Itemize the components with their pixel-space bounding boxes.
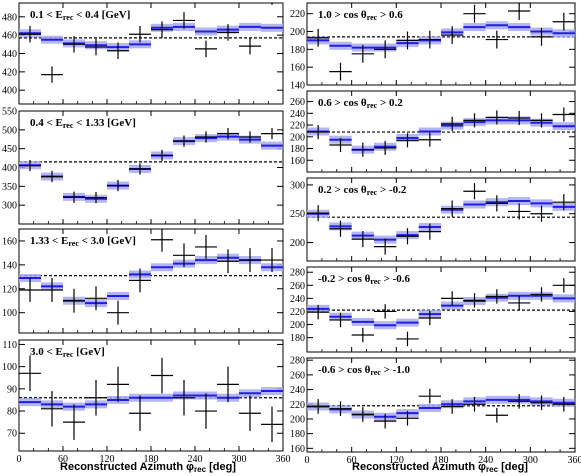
y-tick-label: 200 <box>290 320 305 331</box>
y-tick-label: 160 <box>290 63 305 74</box>
panel-title: 0.6 > cos θrec > 0.2 <box>318 97 403 110</box>
y-tick-label: 260 <box>290 97 305 108</box>
y-tick-label: 420 <box>2 67 17 78</box>
y-tick-label: 160 <box>290 156 305 167</box>
x-tick-label: 360 <box>276 454 291 465</box>
y-tick-label: 260 <box>290 281 305 292</box>
y-tick-label: 100 <box>2 362 17 373</box>
y-tick-label: 220 <box>290 400 305 411</box>
y-tick-label: 120 <box>2 284 17 295</box>
y-tick-label: 240 <box>290 385 305 396</box>
panel-title: 0.2 > cos θrec > -0.2 <box>318 184 407 197</box>
y-tick-label: 400 <box>2 86 17 97</box>
y-tick-label: 100 <box>2 308 17 319</box>
y-tick-label: 280 <box>290 268 305 279</box>
y-tick-label: 280 <box>290 356 305 367</box>
x-tick-label: 60 <box>347 455 357 466</box>
y-tick-label: 70 <box>7 429 17 440</box>
x-tick-label: 120 <box>389 455 404 466</box>
y-tick-label: 440 <box>2 49 17 60</box>
y-tick-label: 80 <box>7 407 17 418</box>
y-tick-label: 200 <box>290 132 305 143</box>
panel-title: 0.1 < Erec < 0.4 [GeV] <box>30 9 130 22</box>
x-tick-label: 180 <box>144 454 159 465</box>
y-tick-label: 550 <box>2 107 17 118</box>
x-tick-label: 240 <box>478 455 493 466</box>
y-tick-label: 110 <box>2 340 17 351</box>
y-tick-label: 200 <box>290 27 305 38</box>
x-tick-label: 240 <box>188 454 203 465</box>
panel-frame <box>306 177 576 262</box>
left-x-axis-label: Reconstructed Azimuth φrec [deg] <box>60 461 236 474</box>
x-tick-label: 180 <box>434 455 449 466</box>
y-tick-label: 350 <box>2 182 17 193</box>
y-tick-label: 250 <box>290 209 305 220</box>
y-tick-label: 140 <box>2 260 17 271</box>
y-tick-label: 180 <box>290 333 305 344</box>
y-tick-label: 460 <box>2 31 17 42</box>
y-tick-label: 180 <box>290 45 305 56</box>
chart-panel-8: 180 200 220 240 260 280 -0.2 > cos θrec > -0.6 <box>290 266 576 353</box>
y-tick-label: 300 <box>2 201 17 212</box>
x-tick-label: 120 <box>100 454 115 465</box>
panel-title: 1.0 > cos θrec > 0.6 <box>318 9 403 22</box>
panels-group: 400 420 440 460 480 0.1 < Erec < 0.4 [GeV] 300… <box>2 2 581 466</box>
x-tick-label: 60 <box>58 454 68 465</box>
y-tick-label: 180 <box>290 429 305 440</box>
panel-title: -0.2 > cos θrec > -0.6 <box>318 273 411 286</box>
panel-title: 3.0 < Erec [GeV] <box>30 346 105 359</box>
y-tick-label: 160 <box>290 444 305 455</box>
y-tick-label: 260 <box>290 370 305 381</box>
right-x-axis-label: Reconstructed Azimuth φrec [deg] <box>352 461 528 474</box>
chart-panel-5: 140 160 180 200 220 1.0 > cos θrec > 0.6 <box>290 2 576 92</box>
y-tick-label: 180 <box>290 144 305 155</box>
y-tick-label: 240 <box>290 294 305 305</box>
y-tick-label: 220 <box>290 121 305 132</box>
panel-title: 0.4 < Erec < 1.33 [GeV] <box>30 117 136 130</box>
y-tick-label: 200 <box>290 238 305 249</box>
y-tick-label: 220 <box>290 307 305 318</box>
y-tick-label: 240 <box>290 109 305 120</box>
y-tick-label: 450 <box>2 144 17 155</box>
chart-panel-4: 0 60 120 180 240 300 360 70 80 90 100 110 3.0 < Erec… <box>2 339 291 465</box>
panel-title: -0.6 > cos θrec > -1.0 <box>318 364 411 377</box>
chart-panel-3: 100 120 140 160 1.33 < Erec < 3.0 [GeV] <box>2 228 284 334</box>
y-tick-label: 140 <box>290 81 305 92</box>
y-tick-label: 300 <box>290 180 305 191</box>
y-tick-label: 220 <box>290 9 305 20</box>
y-tick-label: 160 <box>2 236 17 247</box>
x-tick-label: 300 <box>232 454 247 465</box>
chart-panel-7: 200 250 300 0.2 > cos θrec > -0.2 <box>290 177 576 262</box>
x-tick-label: 0 <box>17 454 22 465</box>
y-tick-label: 500 <box>2 125 17 136</box>
y-tick-label: 200 <box>290 414 305 425</box>
panel-frame <box>18 2 284 105</box>
x-tick-label: 300 <box>523 455 538 466</box>
x-tick-label: 360 <box>568 455 581 466</box>
y-tick-label: 90 <box>7 384 17 395</box>
panel-title: 1.33 < Erec < 3.0 [GeV] <box>30 235 136 248</box>
chart-panel-1: 400 420 440 460 480 0.1 < Erec < 0.4 [GeV] <box>2 2 284 105</box>
x-tick-label: 0 <box>305 455 310 466</box>
y-tick-label: 400 <box>2 163 17 174</box>
chart-panel-9: 0 60 120 180 240 300 360 160 180 200 220 240 260 280 -… <box>290 356 581 466</box>
y-tick-label: 480 <box>2 12 17 23</box>
chart-panel-2: 300 350 400 450 500 550 0.4 < Erec < 1.33 [GeV… <box>2 107 284 225</box>
